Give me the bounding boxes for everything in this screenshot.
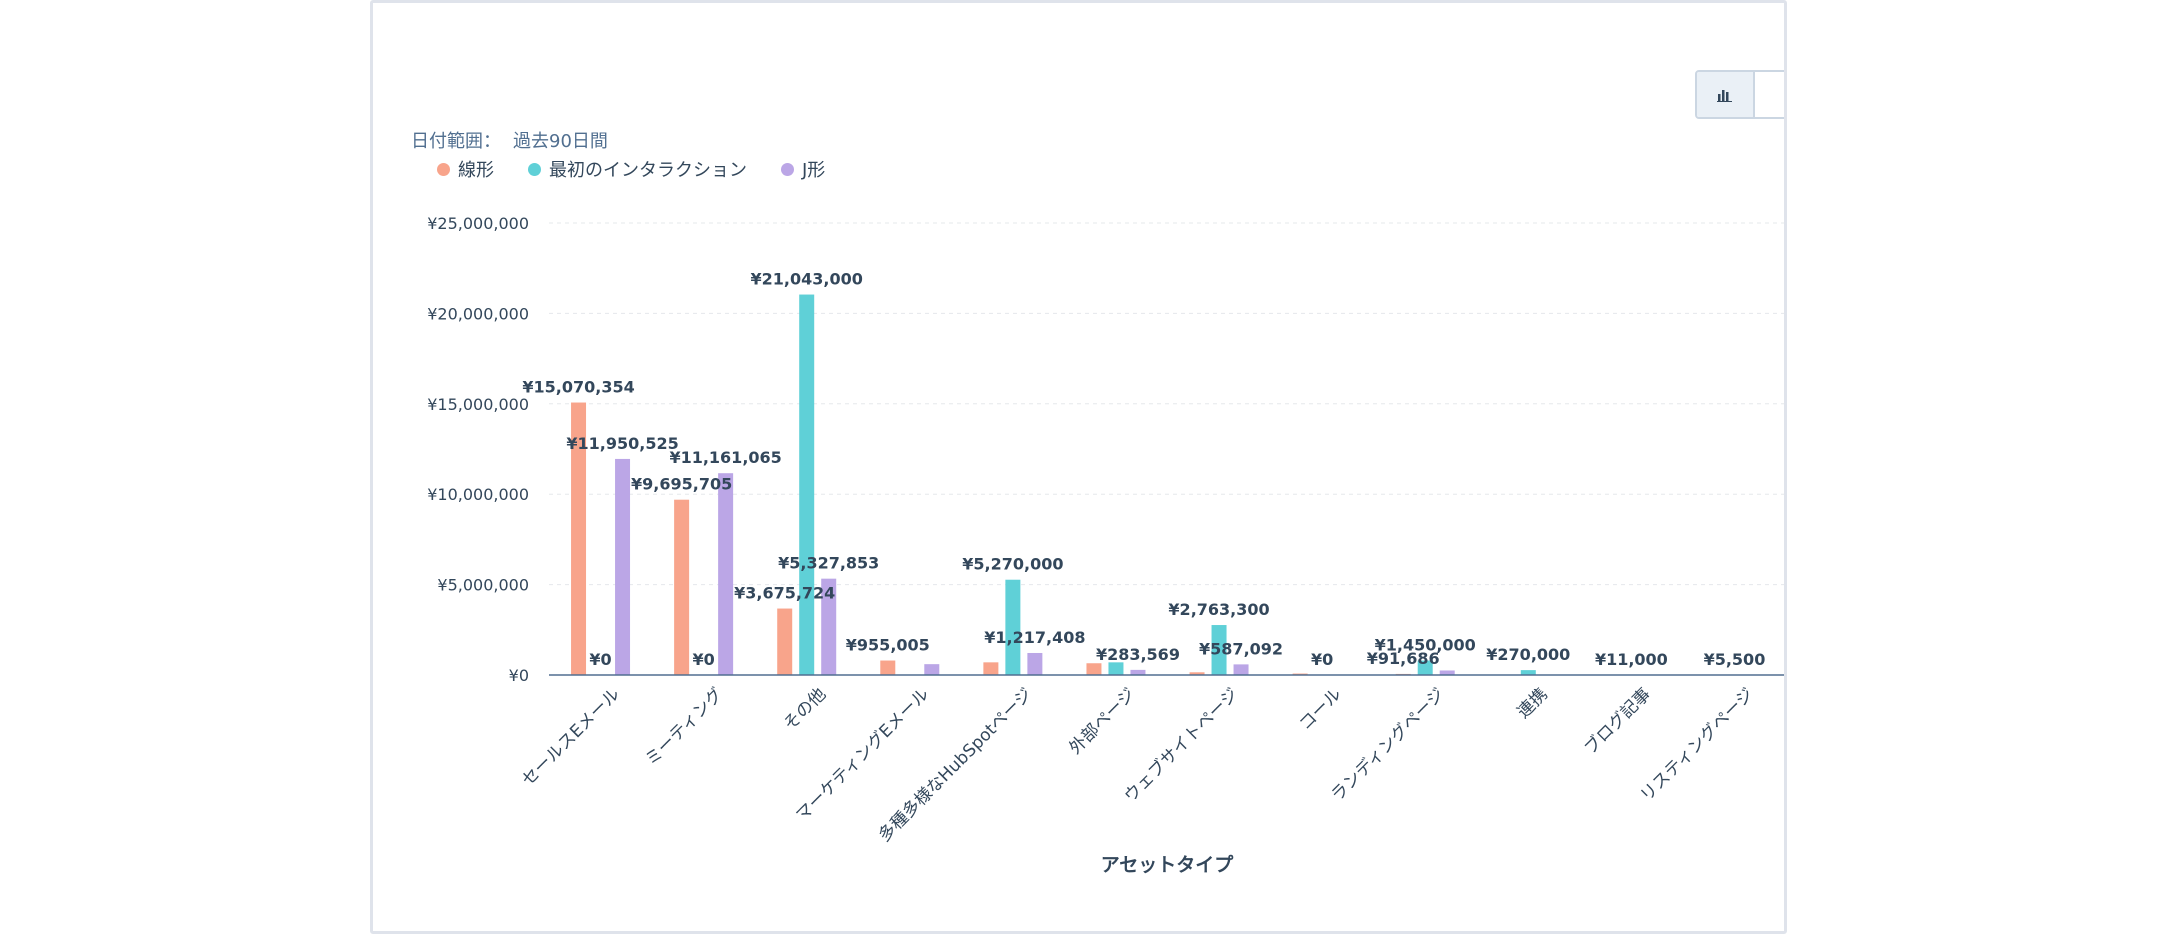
legend-dot-icon	[528, 162, 541, 176]
data-label: ¥3,675,724	[734, 584, 835, 603]
bar-chart-toggle-button[interactable]	[1697, 72, 1756, 117]
bar	[571, 402, 587, 675]
x-tick-label: リスティングページ	[1637, 684, 1758, 805]
x-tick-label: その他	[780, 684, 830, 734]
report-card: 日付範囲： 過去90日間 線形 最初のインタラクション J形 ¥0 ¥5,000,0…	[370, 0, 1787, 934]
x-tick-label: ブログ記事	[1580, 684, 1655, 759]
bar	[1086, 663, 1102, 675]
data-label: ¥1,217,408	[984, 628, 1085, 647]
x-tick-label: ミーティング	[642, 684, 728, 770]
data-label: ¥11,950,525	[566, 434, 678, 453]
data-label: ¥11,000	[1595, 650, 1668, 669]
legend-label: J形	[802, 160, 826, 181]
x-tick-label: 外部ページ	[1065, 684, 1139, 758]
data-label: ¥0	[589, 650, 611, 669]
bar	[1189, 672, 1205, 675]
data-label: ¥1,450,000	[1375, 636, 1476, 655]
data-label: ¥5,270,000	[962, 555, 1063, 574]
data-label: ¥587,092	[1199, 639, 1283, 658]
date-range-label: 日付範囲：	[411, 131, 501, 152]
legend-label: 線形	[458, 160, 494, 181]
data-label: ¥5,327,853	[778, 554, 879, 573]
chart-type-toggle[interactable]	[1695, 70, 1784, 119]
bar	[674, 499, 690, 675]
y-tick-label: ¥5,000,000	[437, 576, 529, 595]
legend-item-j-shaped[interactable]: J形	[781, 156, 825, 182]
bar	[615, 458, 631, 675]
chart-legend: 線形 最初のインタラクション J形	[437, 156, 825, 182]
data-label: ¥2,763,300	[1168, 600, 1269, 619]
bar	[1520, 670, 1536, 675]
data-label: ¥15,070,354	[522, 378, 634, 397]
data-label: ¥955,005	[846, 636, 930, 655]
bar	[983, 662, 999, 675]
bar-chart: ¥0 ¥5,000,000 ¥10,000,000 ¥15,000,000 ¥20,00…	[427, 214, 1784, 876]
bar	[1211, 625, 1227, 675]
y-tick-label: ¥15,000,000	[427, 395, 529, 414]
y-tick-label: ¥0	[509, 666, 529, 685]
x-tick-label: ウェブサイトページ	[1120, 684, 1243, 807]
data-label: ¥11,161,065	[669, 448, 781, 467]
data-label: ¥21,043,000	[751, 270, 863, 289]
data-label: ¥270,000	[1486, 645, 1570, 664]
data-label: ¥9,695,705	[631, 475, 732, 494]
data-label: ¥0	[1311, 650, 1333, 669]
data-label: ¥5,500	[1704, 650, 1766, 669]
legend-dot-icon	[781, 162, 794, 176]
bar	[1005, 579, 1021, 675]
x-axis-title: アセットタイプ	[1101, 853, 1235, 876]
y-tick-label: ¥25,000,000	[427, 214, 529, 233]
x-tick-label: コール	[1295, 684, 1345, 734]
bar	[1417, 660, 1433, 675]
bar	[777, 608, 793, 675]
bar	[1130, 669, 1146, 675]
legend-item-first-interaction[interactable]: 最初のインタラクション	[528, 156, 747, 182]
bar	[880, 660, 896, 675]
x-tick-label: セールスEメール	[518, 684, 624, 790]
date-range-value: 過去90日間	[513, 131, 608, 152]
bar	[924, 664, 940, 675]
data-label: ¥0	[692, 650, 714, 669]
legend-label: 最初のインタラクション	[549, 160, 747, 181]
bar	[799, 294, 815, 675]
bar-chart-icon	[1717, 89, 1733, 102]
bar	[1027, 652, 1043, 675]
bar	[1108, 662, 1124, 675]
x-tick-label: ランディングページ	[1327, 684, 1449, 806]
legend-item-linear[interactable]: 線形	[437, 156, 494, 182]
bar	[1439, 670, 1455, 675]
bar	[718, 473, 734, 675]
x-tick-label: 連携	[1514, 684, 1552, 722]
bar	[1233, 664, 1249, 675]
data-label: ¥283,569	[1096, 645, 1180, 664]
date-range-filter: 日付範囲： 過去90日間	[411, 127, 608, 153]
y-tick-label: ¥10,000,000	[427, 485, 529, 504]
data-label: ¥91,686	[1367, 649, 1440, 668]
legend-dot-icon	[437, 162, 450, 176]
y-tick-label: ¥20,000,000	[427, 304, 529, 323]
bar	[821, 578, 837, 675]
